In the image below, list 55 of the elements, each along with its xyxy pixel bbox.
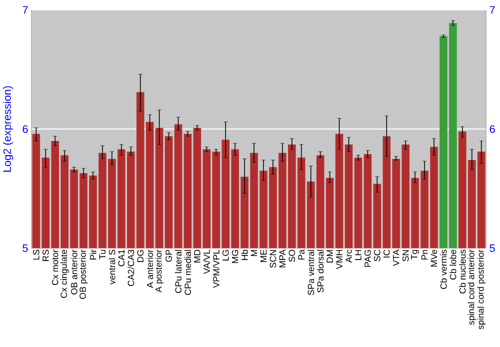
x-tick-label: Pa — [298, 249, 304, 260]
x-tick-label: Tg — [411, 250, 420, 260]
x-tick-label: VPM/VPL — [212, 249, 220, 288]
x-tick-label: LS — [33, 250, 40, 260]
x-tick-label: SPa dorsal — [317, 250, 324, 292]
x-tick-label: CPu lateral — [174, 250, 182, 293]
x-tick-label: Hb — [241, 250, 248, 260]
x-tick-label: CA2/CA3 — [128, 250, 134, 286]
x-tick-label: Pir — [90, 249, 96, 260]
y-tick-label: 7 — [22, 6, 28, 14]
x-tick-label: M — [250, 250, 258, 256]
x-tick-label: IC — [383, 249, 390, 258]
x-tick-label: ventral S — [108, 250, 116, 284]
x-tick-label: DG — [137, 250, 144, 262]
x-tick-label: CA1 — [118, 250, 125, 266]
x-tick-label: SCN — [270, 250, 276, 268]
x-tick-label: PAG — [364, 250, 371, 267]
x-tick-label: MD — [194, 250, 200, 262]
x-tick-label: LH — [355, 250, 362, 260]
x-tick-label: OB posterior — [79, 249, 88, 299]
x-tick-label: VA/VL — [203, 249, 210, 274]
x-tick-label: CPu medial — [184, 250, 191, 295]
x-tick-label: SO — [288, 250, 296, 262]
x-tick-label: RS — [42, 250, 49, 261]
x-tick-label: MPA — [279, 249, 286, 268]
x-tick-label: Cx cingulate — [60, 250, 69, 298]
x-tick-label: MG — [232, 250, 238, 263]
x-tick-label: Arc — [346, 249, 352, 262]
x-tick-label: A anterior — [146, 249, 154, 288]
x-tick-label: Tu — [99, 250, 106, 260]
x-tick-label: LG — [222, 250, 229, 260]
x-tick-label: Pn — [421, 250, 428, 260]
x-tick-label: MVe — [430, 250, 438, 266]
x-tick-label: A posterior — [155, 249, 164, 292]
x-tick-label: GP — [166, 250, 172, 262]
x-tick-label: OB anterior — [70, 249, 78, 294]
x-tick-label: Cx motor — [52, 249, 58, 285]
x-tick-label: SPa ventral — [308, 250, 314, 295]
y-tick-label: 6 — [22, 124, 28, 133]
x-tick-label: VMH — [336, 250, 342, 269]
y-axis-title: Log2 (expression) — [2, 86, 14, 172]
x-tick-label: Cb nucleus — [459, 249, 466, 294]
y2-tick-label: 5 — [490, 244, 495, 252]
x-tick-label: VTA — [393, 249, 400, 266]
x-tick-label: spinal cord posterior — [477, 249, 486, 330]
x-tick-label: SN — [402, 250, 409, 262]
x-tick-label: Cb lobe — [450, 250, 456, 280]
y2-tick-label: 6 — [490, 124, 495, 133]
x-tick-label: Cb vermis — [440, 249, 447, 289]
x-tick-label: SC — [374, 249, 380, 262]
y2-tick-label: 7 — [490, 6, 495, 14]
x-tick-label: spinal cord anterior — [468, 249, 476, 325]
y-tick-label: 5 — [22, 244, 28, 252]
x-tick-label: ME — [260, 250, 267, 262]
x-tick-label: DM — [326, 250, 333, 262]
